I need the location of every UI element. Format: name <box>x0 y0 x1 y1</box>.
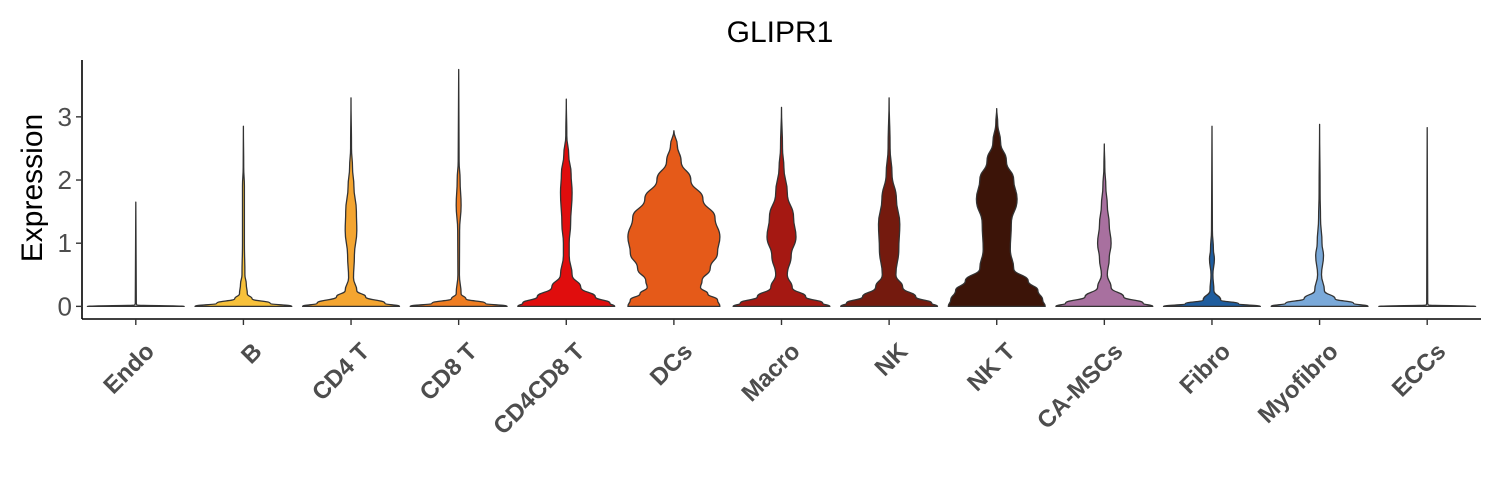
x-tick-label: CD8 T <box>415 338 483 406</box>
violin-fibro <box>1162 125 1262 308</box>
y-ticks: 0 1 2 3 <box>58 102 82 321</box>
x-ticks: Endo B CD4 T CD8 T CD4CD8 T DCs Macro NK NK T CA-… <box>98 319 1451 440</box>
violin-cd4-t <box>301 97 401 308</box>
violin-dcs <box>627 130 721 308</box>
x-tick-label: CD4 T <box>307 338 375 406</box>
y-tick-label: 1 <box>58 228 72 258</box>
y-axis-label: Expression <box>16 114 49 262</box>
x-tick-label: DCs <box>645 338 698 391</box>
violin-b <box>194 125 293 308</box>
violin-ca-mscs <box>1055 143 1154 308</box>
violin-cd4cd8-t <box>517 98 616 308</box>
x-tick-label: ECCs <box>1387 338 1451 402</box>
chart-title: GLIPR1 <box>727 16 834 49</box>
violin-layer <box>86 68 1477 308</box>
x-tick-label: Fibro <box>1175 338 1237 400</box>
y-tick-label: 0 <box>58 291 72 321</box>
violin-cd8-t <box>409 68 508 308</box>
y-tick-label: 2 <box>58 165 72 195</box>
x-tick-label: NK T <box>962 338 1021 397</box>
violin-myofibro <box>1270 123 1369 308</box>
x-tick-label: B <box>236 338 267 369</box>
x-tick-label: NK <box>870 338 914 382</box>
violin-macro <box>732 106 831 308</box>
violin-eccs <box>1378 126 1477 308</box>
x-tick-label: CA-MSCs <box>1032 338 1128 434</box>
x-tick-label: Macro <box>737 338 806 407</box>
x-tick-label: Endo <box>98 338 160 400</box>
x-tick-label: Myofibro <box>1253 338 1344 429</box>
violin-endo <box>86 201 185 308</box>
violin-nk-t <box>947 107 1046 308</box>
violin-nk <box>840 97 939 308</box>
x-tick-label: CD4CD8 T <box>488 338 590 440</box>
y-tick-label: 3 <box>58 102 72 132</box>
